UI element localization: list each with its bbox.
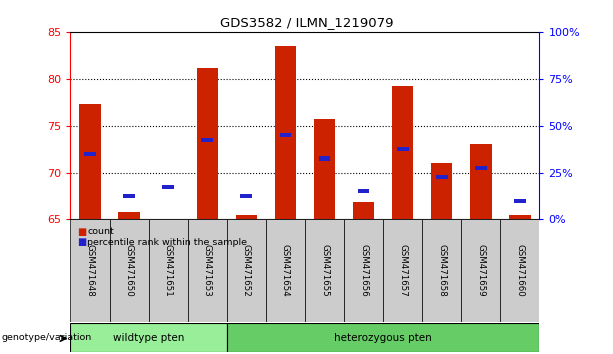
- Bar: [305, 219, 344, 322]
- Bar: [280, 133, 291, 137]
- Bar: [431, 163, 452, 219]
- Bar: [227, 219, 266, 322]
- Text: genotype/variation: genotype/variation: [2, 332, 92, 342]
- Bar: [70, 323, 227, 352]
- Text: GSM471655: GSM471655: [320, 244, 329, 297]
- Bar: [462, 219, 500, 322]
- Text: ■: ■: [77, 238, 86, 247]
- Text: GSM471658: GSM471658: [437, 244, 446, 297]
- Bar: [227, 323, 539, 352]
- Text: GSM471660: GSM471660: [516, 244, 524, 297]
- Bar: [162, 184, 174, 189]
- Text: GSM471656: GSM471656: [359, 244, 368, 297]
- Bar: [70, 219, 110, 322]
- Text: GDS3582 / ILMN_1219079: GDS3582 / ILMN_1219079: [219, 16, 394, 29]
- Text: GSM471651: GSM471651: [164, 244, 173, 297]
- Bar: [84, 152, 96, 156]
- Bar: [188, 219, 227, 322]
- Text: heterozygous pten: heterozygous pten: [334, 333, 432, 343]
- Text: ■: ■: [77, 227, 86, 237]
- Text: GSM471648: GSM471648: [86, 244, 94, 297]
- Bar: [422, 219, 462, 322]
- Text: count: count: [87, 227, 114, 236]
- Bar: [514, 199, 526, 203]
- Text: GSM471650: GSM471650: [124, 244, 134, 297]
- Bar: [383, 219, 422, 322]
- Bar: [275, 46, 296, 219]
- Text: wildtype pten: wildtype pten: [113, 333, 185, 343]
- Text: GSM471654: GSM471654: [281, 244, 290, 297]
- Bar: [353, 202, 375, 219]
- Bar: [266, 219, 305, 322]
- Bar: [436, 175, 447, 179]
- Bar: [509, 215, 531, 219]
- Bar: [110, 219, 149, 322]
- Bar: [475, 166, 487, 170]
- Bar: [319, 156, 330, 161]
- Bar: [358, 189, 370, 193]
- Text: GSM471653: GSM471653: [203, 244, 211, 297]
- Text: percentile rank within the sample: percentile rank within the sample: [87, 238, 247, 247]
- Bar: [123, 194, 135, 198]
- Bar: [392, 86, 413, 219]
- Text: GSM471652: GSM471652: [242, 244, 251, 297]
- Bar: [314, 119, 335, 219]
- Bar: [470, 144, 492, 219]
- Bar: [344, 219, 383, 322]
- Bar: [197, 68, 218, 219]
- Bar: [500, 219, 539, 322]
- Bar: [79, 104, 101, 219]
- Text: GSM471659: GSM471659: [476, 245, 485, 297]
- Bar: [118, 212, 140, 219]
- Bar: [240, 194, 252, 198]
- Text: GSM471657: GSM471657: [398, 244, 407, 297]
- Bar: [397, 147, 408, 151]
- Bar: [235, 215, 257, 219]
- Bar: [149, 219, 188, 322]
- Bar: [202, 138, 213, 142]
